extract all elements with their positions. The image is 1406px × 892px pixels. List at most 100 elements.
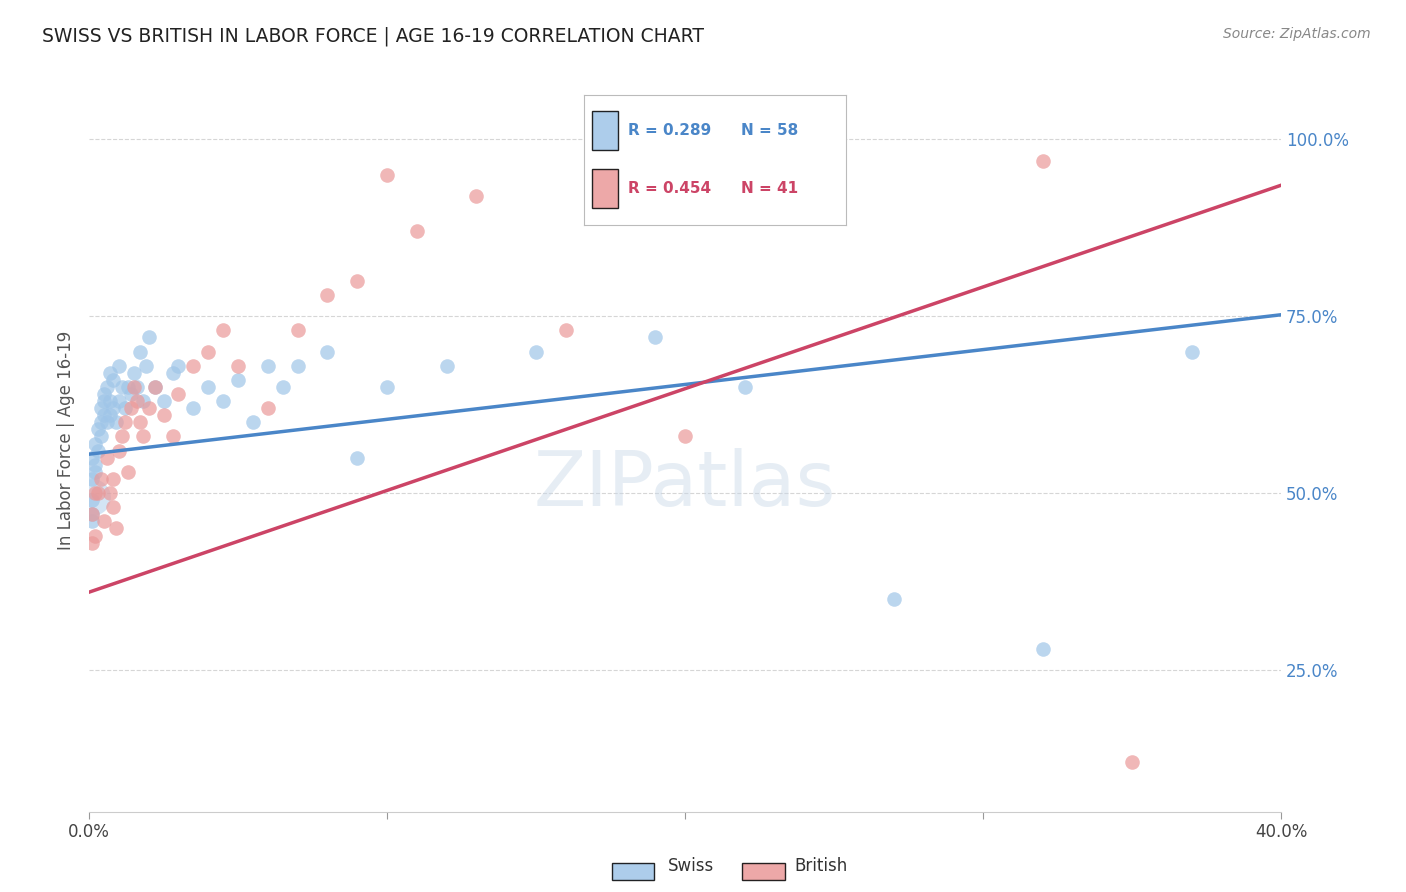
- Point: [93, 515, 115, 529]
- Point: [162, 366, 184, 380]
- Point: [80, 508, 103, 522]
- Point: [271, 380, 294, 394]
- Point: [734, 380, 756, 394]
- Point: [1032, 641, 1054, 656]
- Point: [87, 443, 110, 458]
- Text: Source: ZipAtlas.com: Source: ZipAtlas.com: [1223, 27, 1371, 41]
- Point: [436, 359, 458, 373]
- Point: [117, 465, 139, 479]
- Point: [212, 394, 235, 409]
- Point: [80, 472, 103, 486]
- Point: [162, 429, 184, 443]
- Point: [122, 380, 145, 394]
- Point: [114, 401, 136, 416]
- Point: [111, 380, 134, 394]
- Point: [1180, 344, 1202, 359]
- Point: [316, 288, 339, 302]
- Point: [197, 344, 219, 359]
- Point: [93, 387, 115, 401]
- Point: [90, 429, 112, 443]
- Point: [84, 458, 107, 472]
- Point: [80, 508, 103, 522]
- Point: [98, 409, 121, 423]
- Point: [108, 394, 131, 409]
- Point: [120, 387, 142, 401]
- Point: [96, 450, 118, 465]
- Point: [257, 359, 280, 373]
- Point: [90, 472, 112, 486]
- Point: [131, 429, 153, 443]
- Point: [167, 387, 190, 401]
- Point: [101, 373, 124, 387]
- Point: [101, 401, 124, 416]
- Point: [143, 380, 166, 394]
- Point: [673, 429, 696, 443]
- Point: [257, 401, 280, 416]
- Point: [131, 394, 153, 409]
- Point: [346, 450, 368, 465]
- Point: [96, 380, 118, 394]
- Point: [197, 380, 219, 394]
- Point: [108, 443, 131, 458]
- Point: [554, 323, 576, 337]
- Point: [125, 380, 148, 394]
- Point: [1032, 153, 1054, 168]
- Point: [90, 415, 112, 429]
- Point: [101, 472, 124, 486]
- Point: [108, 359, 131, 373]
- Point: [96, 415, 118, 429]
- Point: [138, 330, 160, 344]
- Point: [644, 330, 666, 344]
- Point: [84, 465, 107, 479]
- Point: [98, 486, 121, 500]
- Text: Swiss: Swiss: [668, 856, 714, 874]
- Point: [93, 409, 115, 423]
- Point: [122, 366, 145, 380]
- Point: [125, 394, 148, 409]
- Point: [183, 359, 205, 373]
- Point: [152, 394, 174, 409]
- Point: [1121, 755, 1143, 769]
- Point: [87, 486, 110, 500]
- Point: [346, 274, 368, 288]
- Point: [84, 528, 107, 542]
- Point: [135, 359, 157, 373]
- Point: [167, 359, 190, 373]
- Point: [375, 380, 398, 394]
- Point: [80, 515, 103, 529]
- Point: [80, 490, 103, 504]
- Point: [93, 394, 115, 409]
- Point: [120, 401, 142, 416]
- Point: [128, 344, 150, 359]
- Point: [375, 168, 398, 182]
- Point: [84, 436, 107, 450]
- Point: [98, 394, 121, 409]
- Point: [80, 535, 103, 549]
- Point: [104, 415, 127, 429]
- Point: [883, 592, 905, 607]
- Point: [87, 422, 110, 436]
- Point: [405, 224, 427, 238]
- Text: SWISS VS BRITISH IN LABOR FORCE | AGE 16-19 CORRELATION CHART: SWISS VS BRITISH IN LABOR FORCE | AGE 16…: [42, 27, 704, 46]
- Point: [524, 344, 547, 359]
- Point: [465, 189, 488, 203]
- Point: [242, 415, 264, 429]
- Point: [152, 409, 174, 423]
- Point: [80, 450, 103, 465]
- Point: [111, 429, 134, 443]
- Point: [287, 359, 309, 373]
- Point: [90, 401, 112, 416]
- Point: [138, 401, 160, 416]
- Point: [183, 401, 205, 416]
- Text: British: British: [794, 856, 848, 874]
- Point: [316, 344, 339, 359]
- Point: [84, 486, 107, 500]
- Point: [226, 373, 249, 387]
- Point: [101, 500, 124, 515]
- Point: [98, 366, 121, 380]
- Point: [143, 380, 166, 394]
- Point: [287, 323, 309, 337]
- Point: [80, 493, 103, 508]
- Point: [212, 323, 235, 337]
- Point: [128, 415, 150, 429]
